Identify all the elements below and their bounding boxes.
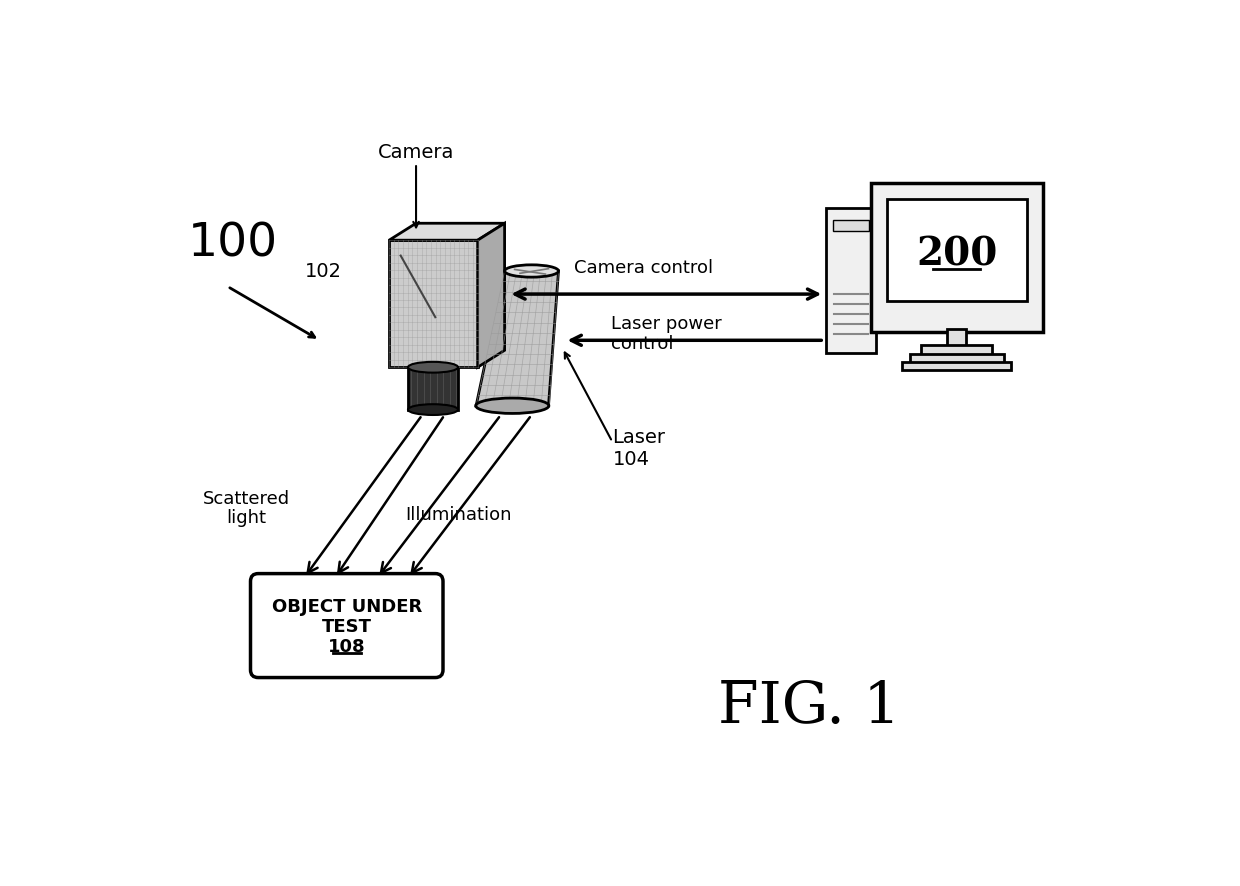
Polygon shape xyxy=(389,224,505,241)
Text: light: light xyxy=(227,509,267,527)
FancyBboxPatch shape xyxy=(910,354,1003,364)
Text: Laser: Laser xyxy=(613,428,666,447)
FancyBboxPatch shape xyxy=(947,330,966,346)
Text: Camera control: Camera control xyxy=(574,259,713,276)
Polygon shape xyxy=(389,241,477,368)
Text: 100: 100 xyxy=(187,222,278,267)
Polygon shape xyxy=(477,224,505,368)
Ellipse shape xyxy=(476,399,549,414)
FancyBboxPatch shape xyxy=(250,574,443,678)
Text: TEST: TEST xyxy=(321,618,372,635)
Text: OBJECT UNDER: OBJECT UNDER xyxy=(272,597,422,615)
Text: Camera: Camera xyxy=(378,143,454,162)
FancyBboxPatch shape xyxy=(921,346,992,356)
FancyBboxPatch shape xyxy=(826,208,875,354)
FancyBboxPatch shape xyxy=(833,221,869,231)
Text: 108: 108 xyxy=(327,637,366,656)
Text: Scattered: Scattered xyxy=(203,490,290,508)
FancyBboxPatch shape xyxy=(872,184,1043,332)
Ellipse shape xyxy=(408,405,458,416)
Text: 102: 102 xyxy=(305,262,342,281)
Text: Illumination: Illumination xyxy=(405,505,512,523)
Ellipse shape xyxy=(505,266,558,278)
Polygon shape xyxy=(408,368,459,410)
Text: Laser power: Laser power xyxy=(611,315,722,332)
Polygon shape xyxy=(476,272,558,407)
Text: control: control xyxy=(611,334,673,353)
Text: FIG. 1: FIG. 1 xyxy=(718,679,900,734)
FancyBboxPatch shape xyxy=(887,199,1028,301)
FancyBboxPatch shape xyxy=(901,362,1012,370)
Text: 104: 104 xyxy=(613,449,650,468)
Text: 200: 200 xyxy=(916,235,997,273)
Ellipse shape xyxy=(408,362,458,373)
